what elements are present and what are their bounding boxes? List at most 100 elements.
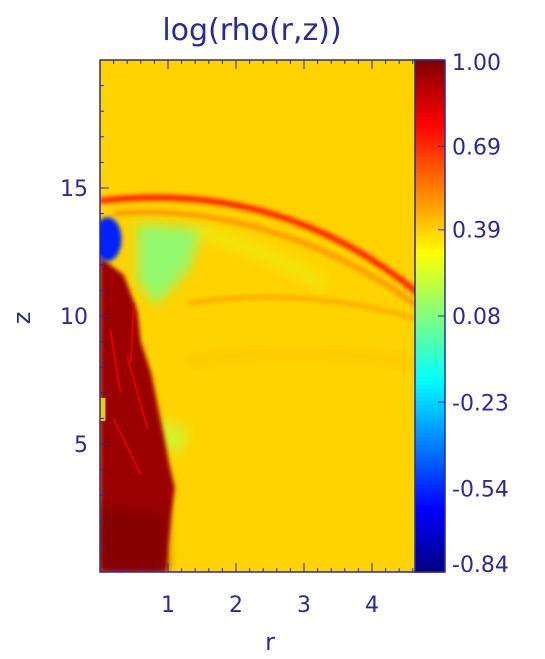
x-tick-label: 3 [297,593,311,618]
colorbar-band [415,164,445,169]
colorbar-band [415,268,445,273]
colorbar-band [415,448,445,453]
colorbar-band [415,332,445,337]
colorbar-band [415,536,445,541]
colorbar-band [415,228,445,233]
colorbar-band [415,148,445,153]
colorbar-band [415,232,445,237]
axis-low-density [100,397,106,421]
colorbar-band [415,412,445,417]
colorbar-band [415,384,445,389]
colorbar-band [415,204,445,209]
colorbar-band [415,488,445,493]
colorbar-tick-label: 1.00 [452,51,501,76]
colorbar-band [415,316,445,321]
colorbar-band [415,212,445,217]
colorbar-band [415,416,445,421]
colorbar-band [415,108,445,113]
post-shock-layer [113,209,440,326]
colorbar-band [415,76,445,81]
colorbar-band [415,524,445,529]
colorbar-band [415,152,445,157]
y-tick-label: 5 [74,433,88,458]
colorbar-band [415,408,445,413]
colorbar-band [415,356,445,361]
y-tick-label: 10 [60,305,88,330]
colorbar-band [415,132,445,137]
colorbar-band [415,424,445,429]
colorbar-band [415,532,445,537]
colorbar-band [415,428,445,433]
jet-beam [100,257,175,572]
cocoon-cavity [137,223,202,306]
colorbar-band [415,456,445,461]
colorbar-tick-label: 0.39 [452,219,501,244]
jet-filament [112,417,142,476]
colorbar-band [415,260,445,265]
colorbar-band [415,284,445,289]
colorbar-band [415,100,445,105]
colorbar-band [415,252,445,257]
colorbar-band [415,436,445,441]
cavity-trail [194,226,327,290]
colorbar-band [415,516,445,521]
colorbar-band [415,560,445,565]
colorbar-band [415,64,445,69]
colorbar-band [415,104,445,109]
colorbar-band [415,328,445,333]
colorbar-band [415,60,445,65]
colorbar-band [415,276,445,281]
colorbar-band [415,224,445,229]
colorbar-band [415,236,445,241]
x-tick-label: 1 [161,593,175,618]
colorbar-band [415,360,445,365]
jet-base [100,505,167,572]
colorbar-band [415,404,445,409]
colorbar-band [415,476,445,481]
colorbar-band [415,496,445,501]
jet-filament [129,303,135,363]
colorbar-band [415,176,445,181]
colorbar-band [415,308,445,313]
colorbar-band [415,180,445,185]
bow-shock [100,194,440,317]
colorbar-band [415,344,445,349]
colorbar-band [415,304,445,309]
colorbar-band [415,564,445,569]
colorbar-band [415,128,445,133]
colorbar-band [415,124,445,129]
colorbar-band [415,420,445,425]
colorbar-band [415,480,445,485]
colorbar-band [415,324,445,329]
colorbar-band [415,504,445,509]
colorbar-band [415,320,445,325]
x-axis-label: r [265,628,275,654]
colorbar-band [415,280,445,285]
colorbar-band [415,68,445,73]
colorbar-tick-label: -0.23 [452,391,509,416]
colorbar-band [415,512,445,517]
colorbar [414,59,446,573]
colorbar-band [415,544,445,549]
colorbar-band [415,392,445,397]
colorbar-band [415,484,445,489]
colorbar-band [415,452,445,457]
colorbar-band [415,376,445,381]
colorbar-band [415,140,445,145]
colorbar-band [415,372,445,377]
colorbar-tick-label: -0.84 [452,553,509,578]
colorbar-band [415,264,445,269]
colorbar-band [415,88,445,93]
colorbar-band [415,548,445,553]
colorbar-band [415,196,445,201]
colorbar-band [415,244,445,249]
colorbar-band [415,192,445,197]
colorbar-band [415,184,445,189]
colorbar-band [415,84,445,89]
colorbar-band [415,248,445,253]
chart-title: log(rho(r,z)) [162,13,341,48]
colorbar-band [415,96,445,101]
x-tick-label: 2 [229,593,243,618]
jet-filament [126,356,149,429]
